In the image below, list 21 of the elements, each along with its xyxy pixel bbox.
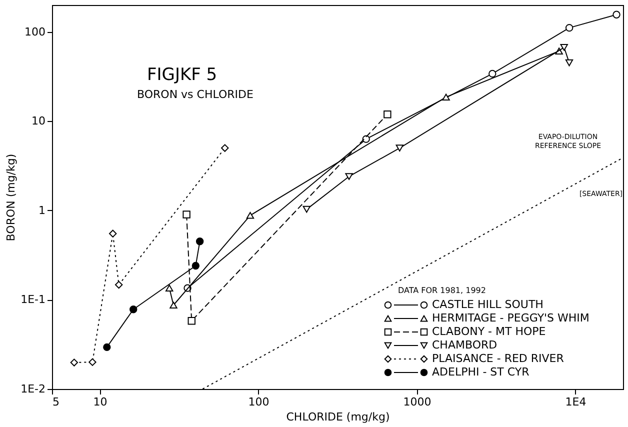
x-axis-title: CHLORIDE (mg/kg) — [286, 410, 390, 424]
x-tick-label: 10 — [93, 396, 108, 408]
legend-label: CLABONY - MT HOPE — [432, 325, 546, 338]
legend-label: CHAMBORD — [432, 338, 498, 352]
legend-label: CASTLE HILL SOUTH — [432, 298, 544, 311]
y-axis-title: BORON (mg/kg) — [4, 154, 18, 242]
x-tick-label: 1000 — [403, 396, 432, 408]
y-tick-label: 1 — [38, 204, 46, 217]
y-tick-label: 100 — [24, 25, 46, 38]
y-tick-label: 10 — [32, 114, 46, 128]
legend-title: DATA FOR 1981, 1992 — [398, 286, 486, 295]
legend-label: PLAISANCE - RED RIVER — [432, 352, 564, 365]
x-tick-label: 100 — [248, 396, 270, 408]
legend-label: ADELPHI - ST CYR — [432, 366, 530, 378]
x-tick-label: 1E4 — [565, 396, 586, 408]
x-tick-label: 5 — [52, 396, 60, 408]
legend-label: HERMITAGE - PEGGY'S WHIM — [432, 312, 590, 324]
y-tick-label: 1E-2 — [20, 382, 46, 396]
text: BORON vs CHLORIDE — [137, 88, 254, 101]
y-tick-label: 1E-1 — [20, 293, 46, 306]
text: FIGJKF 5 — [147, 65, 218, 85]
